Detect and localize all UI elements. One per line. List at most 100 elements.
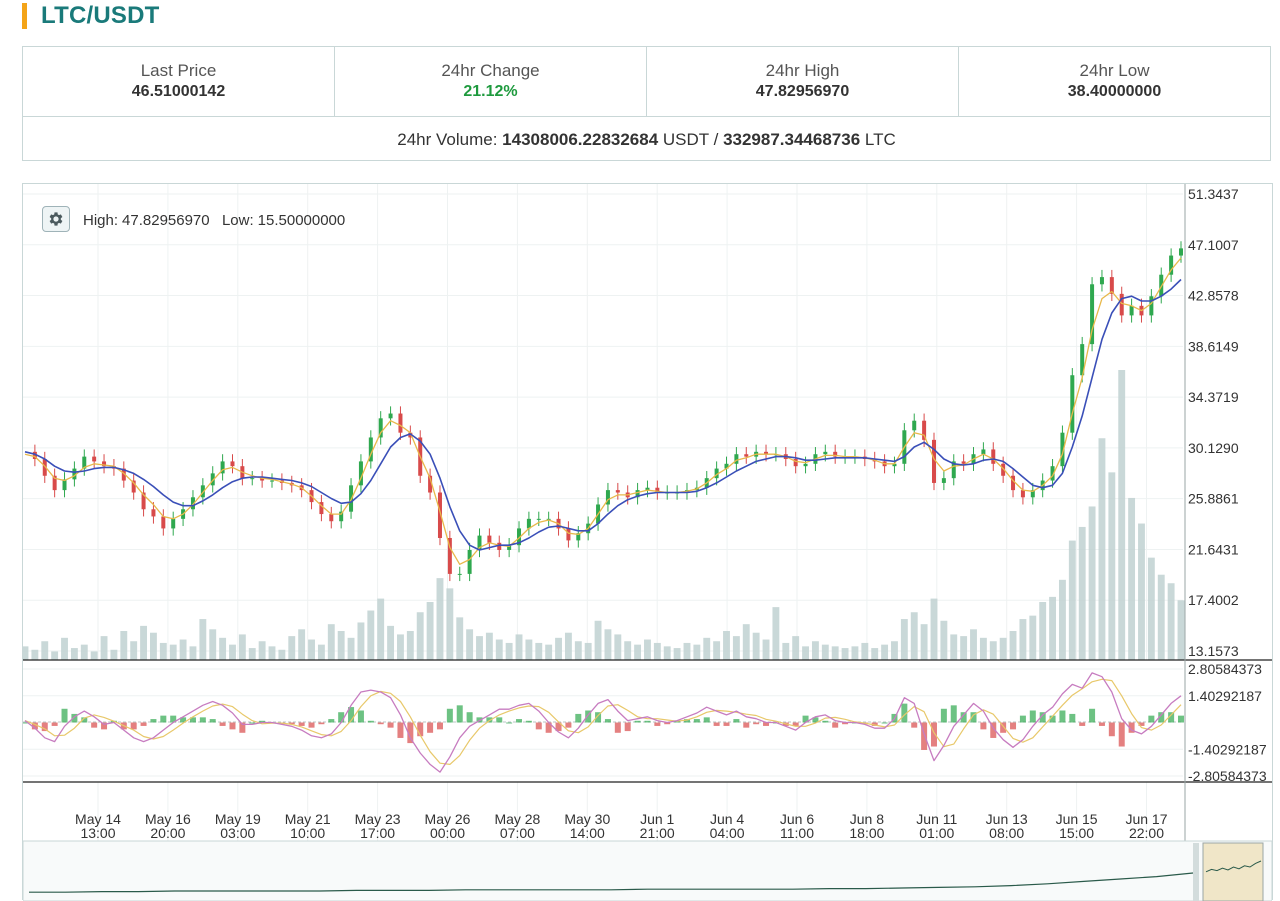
volume-bar: [960, 636, 968, 660]
macd-histogram-bar: [1000, 722, 1007, 733]
volume-bar: [723, 631, 730, 660]
macd-histogram-bar: [614, 722, 621, 733]
ticker-stats: Last Price 46.51000142 24hr Change 21.12…: [22, 46, 1271, 161]
candle-body: [52, 475, 57, 491]
candle-body: [230, 461, 235, 467]
macd-histogram-bar: [170, 715, 177, 723]
candle-body: [823, 451, 828, 455]
volume-bar: [920, 624, 928, 660]
candle-body: [605, 490, 610, 505]
volume-bar: [1128, 497, 1136, 660]
candle-body: [734, 454, 739, 464]
candle-body: [981, 449, 986, 455]
macd-histogram-bar: [802, 715, 809, 723]
candle-body: [329, 514, 334, 522]
price-chart[interactable]: 51.3437 47.1007 42.8578 38.6149 34.3719 30.12…: [23, 184, 1272, 901]
price-chart-panel[interactable]: 51.3437 47.1007 42.8578 38.6149 34.3719 30.12…: [22, 183, 1273, 901]
macd-histogram-bar: [575, 713, 582, 723]
macd-histogram-bar: [871, 722, 878, 726]
macd-tick-label: -2.80584373: [1188, 768, 1267, 784]
macd-histogram-bar: [1128, 722, 1135, 733]
macd-histogram-bar: [160, 715, 167, 723]
volume-bar: [258, 641, 266, 660]
gear-icon: [49, 212, 63, 226]
macd-histogram-bar: [990, 722, 997, 738]
candle-body: [82, 456, 87, 469]
volume-bar: [584, 642, 592, 660]
macd-histogram-bar: [753, 722, 760, 725]
chart-settings-button[interactable]: [42, 206, 70, 232]
macd-histogram-bar: [288, 722, 295, 725]
candle-body: [398, 413, 403, 433]
volume-bar: [397, 634, 404, 660]
time-tick-time: 10:00: [290, 825, 325, 841]
overview-navigator: [23, 840, 1272, 901]
time-tick-date: May 19: [215, 811, 261, 827]
macd-histogram-bar: [348, 707, 355, 723]
time-tick-time: 22:00: [1129, 825, 1164, 841]
ma-fast-line: [24, 257, 1182, 565]
volume-bar: [624, 641, 632, 660]
candle-body: [92, 456, 97, 462]
macd-histogram-bar: [624, 722, 631, 732]
time-tick-date: May 14: [75, 811, 121, 827]
volume-bar: [1088, 506, 1096, 660]
volume-bar: [159, 642, 167, 660]
volume-bar: [1108, 472, 1116, 660]
volume-bar: [23, 646, 29, 660]
macd-histogram-bar: [130, 722, 137, 730]
candle-body: [32, 451, 37, 460]
macd-signal-line: [24, 678, 1182, 766]
candle-body: [121, 468, 126, 481]
macd-histogram-bar: [436, 722, 443, 730]
volume-bar: [634, 644, 642, 660]
macd-histogram-bar: [367, 720, 374, 723]
volume-bar: [772, 607, 780, 660]
time-tick-date: May 23: [355, 811, 401, 827]
change-cell: 24hr Change 21.12%: [335, 47, 647, 116]
price-tick-label: 13.1573: [1188, 643, 1239, 659]
macd-histogram-bar: [219, 722, 226, 726]
candle-body: [566, 528, 571, 541]
candle-body: [912, 420, 917, 431]
macd-histogram-bar: [41, 722, 48, 732]
macd-histogram-bar: [634, 720, 641, 723]
price-tick-label: 47.1007: [1188, 237, 1239, 253]
volume-bar: [1039, 602, 1047, 660]
overview-window-line: [1205, 860, 1262, 873]
macd-histogram-bar: [535, 722, 542, 730]
readout-high-label: High:: [83, 212, 119, 229]
volume-bar: [268, 646, 276, 660]
macd-histogram-bar: [23, 722, 28, 724]
macd-histogram-bar: [456, 705, 463, 723]
candle-body: [1060, 432, 1065, 467]
volume-bar: [446, 588, 454, 660]
macd-histogram-bar: [397, 722, 404, 738]
volume-bar: [891, 641, 898, 660]
stats-row: Last Price 46.51000142 24hr Change 21.12…: [23, 47, 1270, 117]
volume-bar: [811, 641, 819, 660]
price-tick-label: 42.8578: [1188, 288, 1239, 304]
time-tick-date: May 30: [564, 811, 610, 827]
macd-histogram-bar: [1138, 722, 1145, 726]
volume-bar: [367, 610, 375, 660]
volume-bar: [732, 636, 740, 660]
candle-body: [1070, 375, 1075, 433]
macd-histogram-bar: [1158, 712, 1165, 723]
volume-bar: [70, 648, 78, 660]
time-tick-time: 15:00: [1059, 825, 1094, 841]
time-tick-date: Jun 1: [640, 811, 674, 827]
macd-histogram-bar: [812, 717, 819, 723]
volume-bar: [713, 641, 721, 660]
macd-histogram-bar: [763, 722, 770, 726]
candle-body: [922, 420, 927, 440]
macd-histogram-bar: [654, 722, 661, 726]
candle-body: [833, 451, 838, 457]
volume-bar: [288, 636, 296, 660]
high-label: 24hr High: [765, 61, 840, 80]
high-cell: 24hr High 47.82956970: [647, 47, 959, 116]
volume-bar: [357, 622, 365, 660]
pair-header: LTC/USDT: [22, 2, 159, 30]
volume-bar: [574, 641, 582, 660]
time-tick-time: 17:00: [360, 825, 395, 841]
